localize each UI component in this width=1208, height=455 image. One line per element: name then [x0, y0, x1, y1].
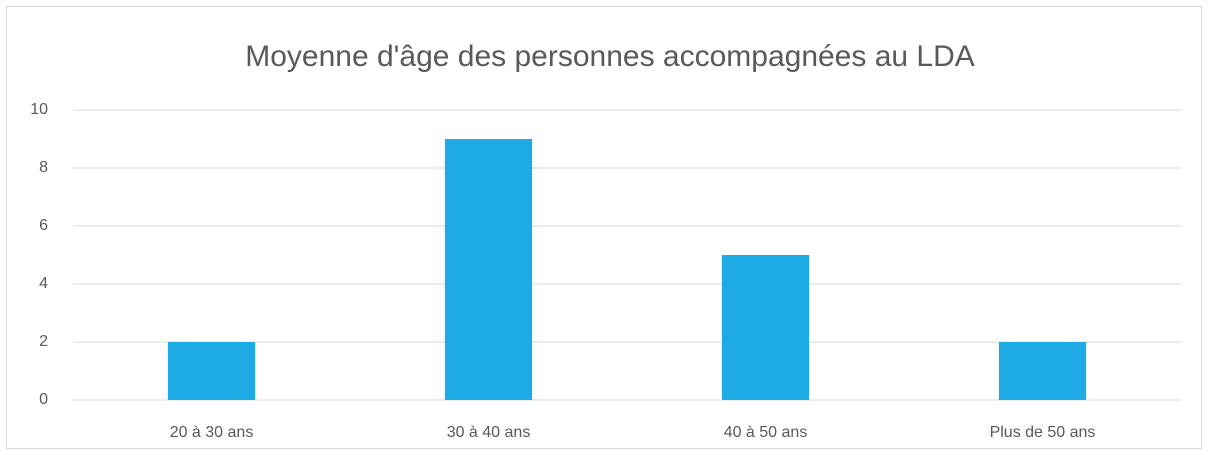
y-tick-label: 6 — [39, 217, 48, 234]
y-tick-label: 8 — [39, 159, 48, 176]
x-tick-label: 40 à 50 ans — [724, 424, 808, 441]
bar — [444, 139, 533, 400]
bar — [998, 342, 1087, 400]
bar — [721, 255, 810, 400]
chart-title: Moyenne d'âge des personnes accompagnées… — [245, 40, 975, 73]
x-tick-label: 30 à 40 ans — [447, 424, 531, 441]
y-tick-label: 2 — [39, 333, 48, 350]
y-tick-label: 10 — [30, 101, 48, 118]
x-tick-label: Plus de 50 ans — [990, 424, 1096, 441]
y-tick-label: 0 — [39, 391, 48, 408]
bar — [167, 342, 256, 400]
y-tick-label: 4 — [39, 275, 48, 292]
x-tick-label: 20 à 30 ans — [170, 424, 254, 441]
